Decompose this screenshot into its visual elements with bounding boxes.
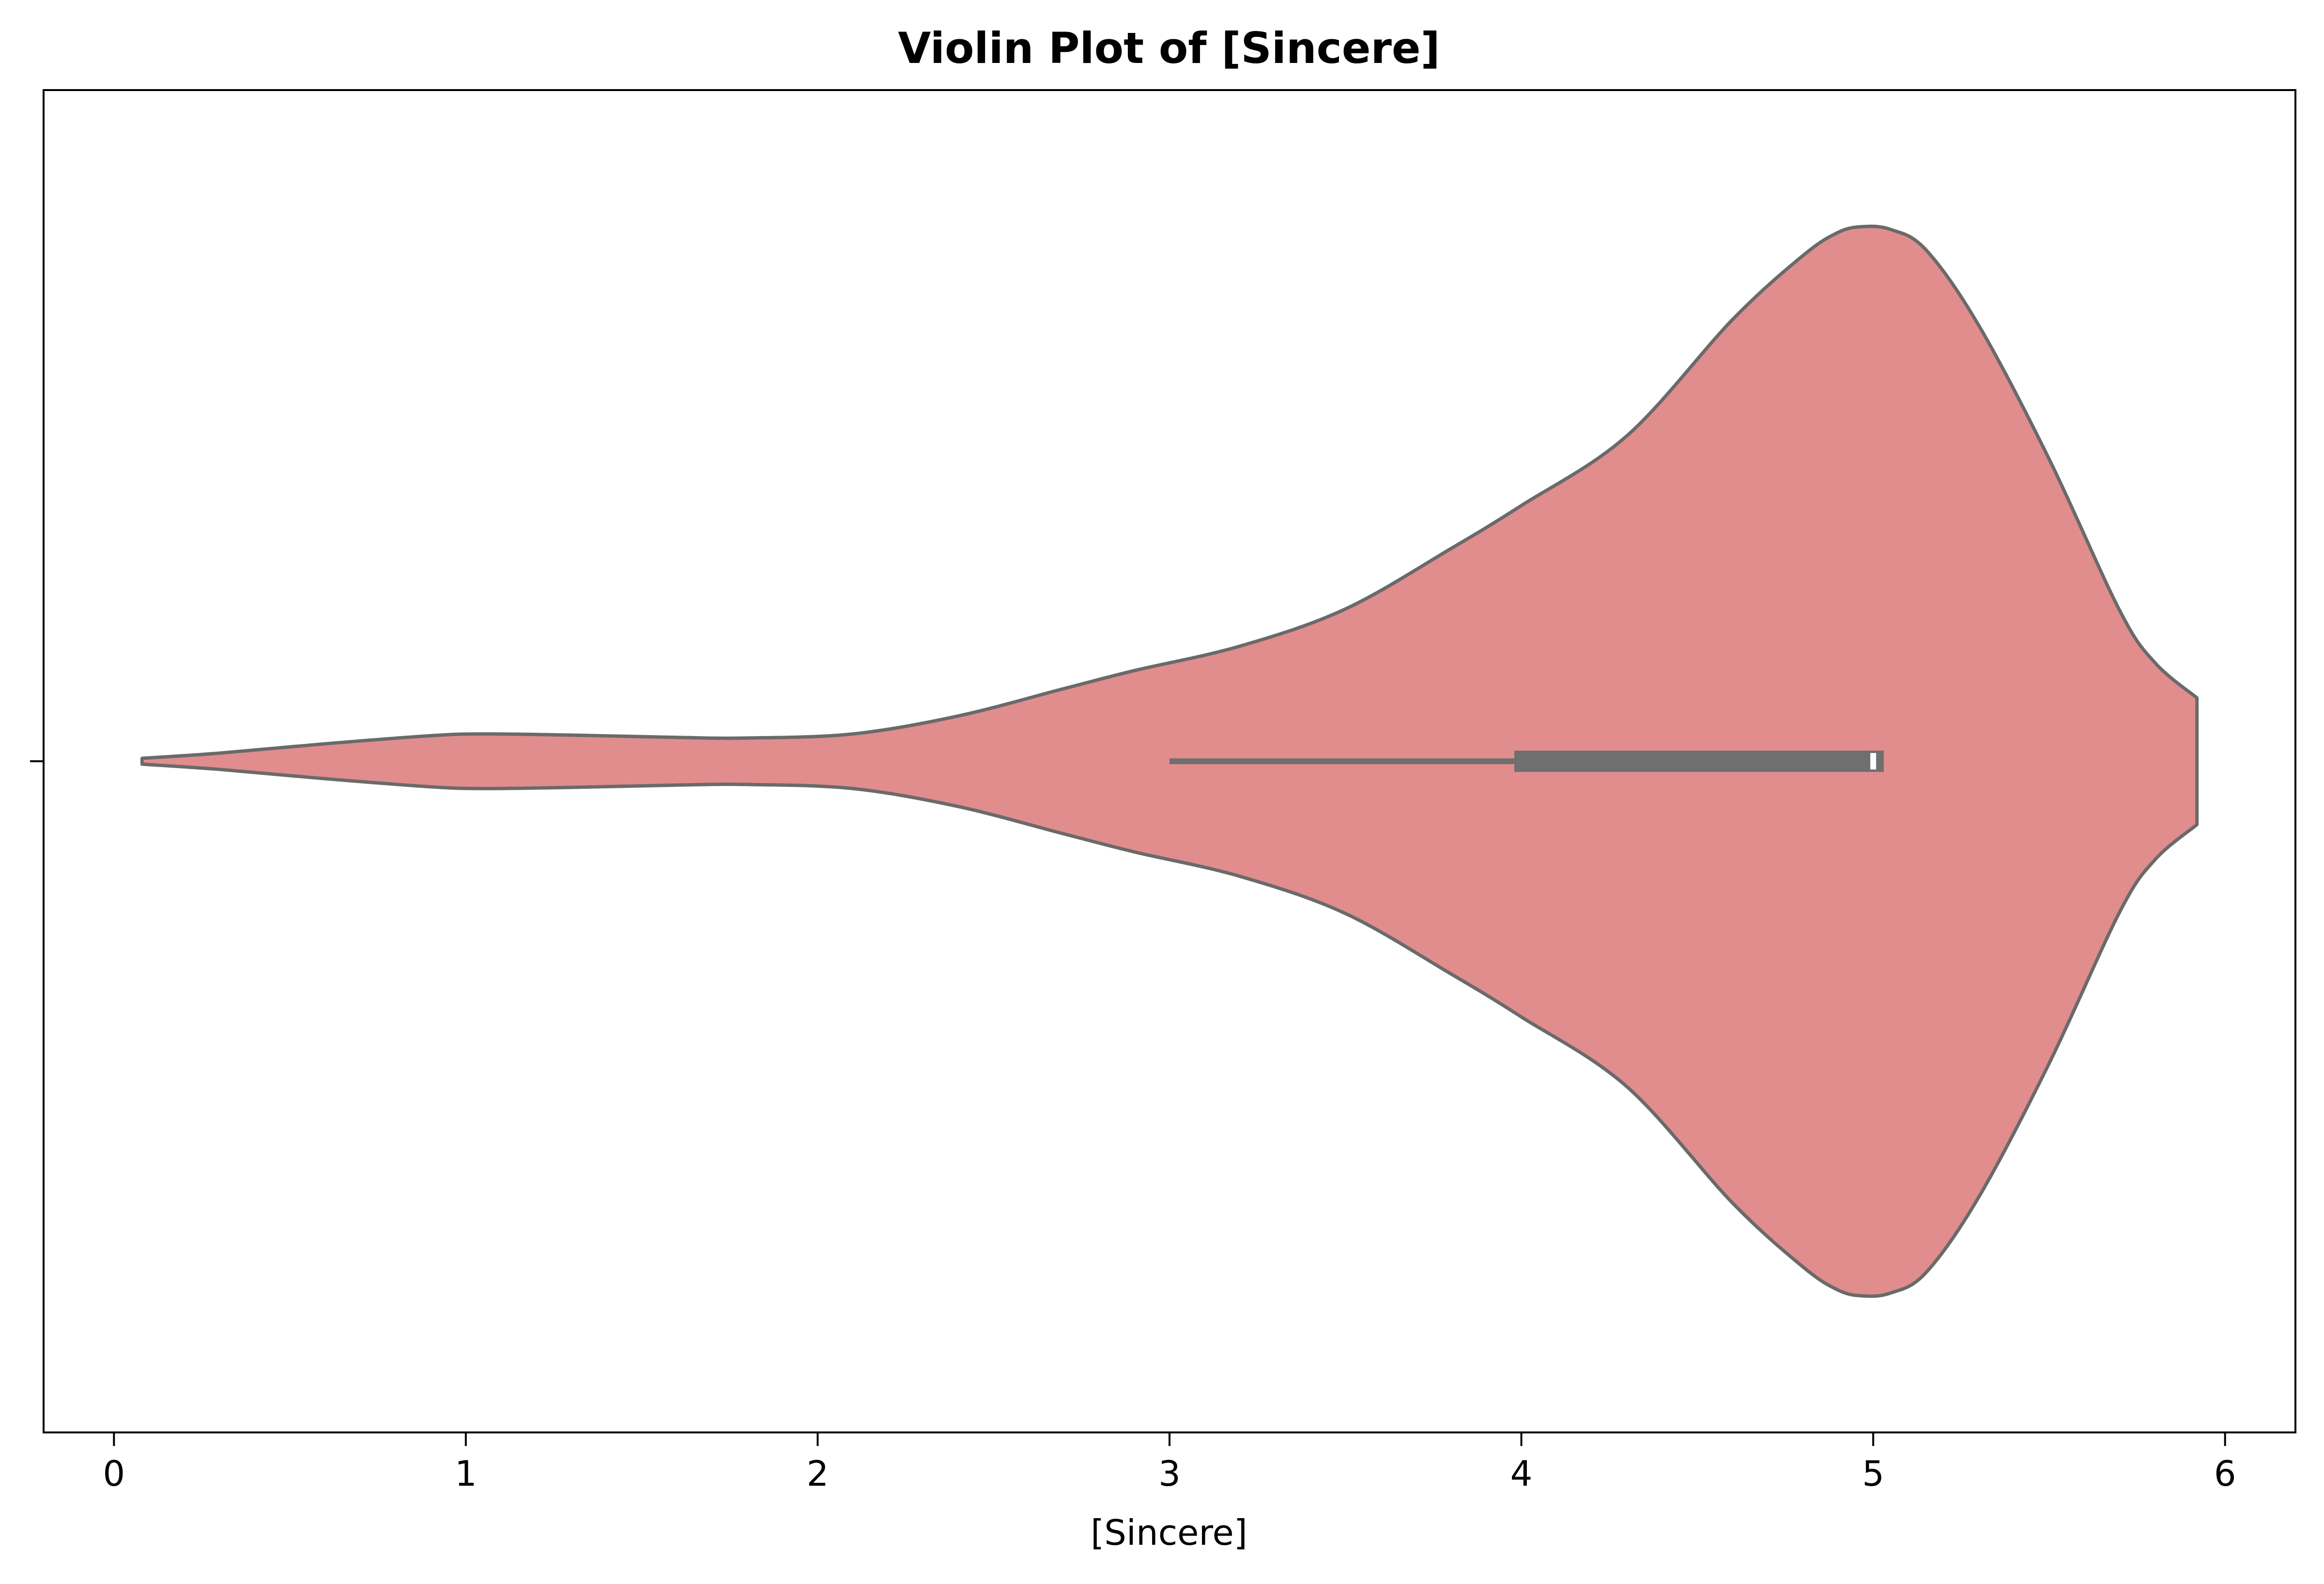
x-tick-label: 5 (1862, 1453, 1884, 1494)
x-axis-ticks: 0 1 2 3 4 5 6 (103, 1432, 2236, 1494)
x-tick-label: 1 (455, 1453, 477, 1494)
box-layer (1170, 751, 1884, 772)
x-tick-label: 0 (103, 1453, 125, 1494)
x-tick-label: 3 (1158, 1453, 1181, 1494)
median-marker (1870, 753, 1877, 769)
x-axis-label: [Sincere] (1091, 1512, 1247, 1553)
x-tick-label: 6 (2214, 1453, 2236, 1494)
iqr-box (1514, 751, 1884, 772)
x-tick-label: 4 (1510, 1453, 1533, 1494)
x-tick-label: 2 (807, 1453, 829, 1494)
chart-title: Violin Plot of [Sincere] (898, 23, 1440, 73)
